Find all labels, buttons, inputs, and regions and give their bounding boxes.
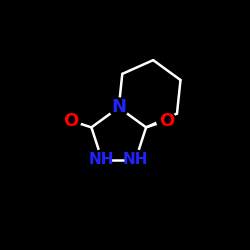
Circle shape [157,111,176,130]
Text: O: O [64,112,79,130]
Text: N: N [111,98,126,116]
Text: NH: NH [123,152,148,167]
Text: NH: NH [89,152,114,167]
Circle shape [92,150,111,169]
Circle shape [62,111,81,130]
Circle shape [126,150,145,169]
Text: O: O [159,112,174,130]
Circle shape [109,98,128,117]
